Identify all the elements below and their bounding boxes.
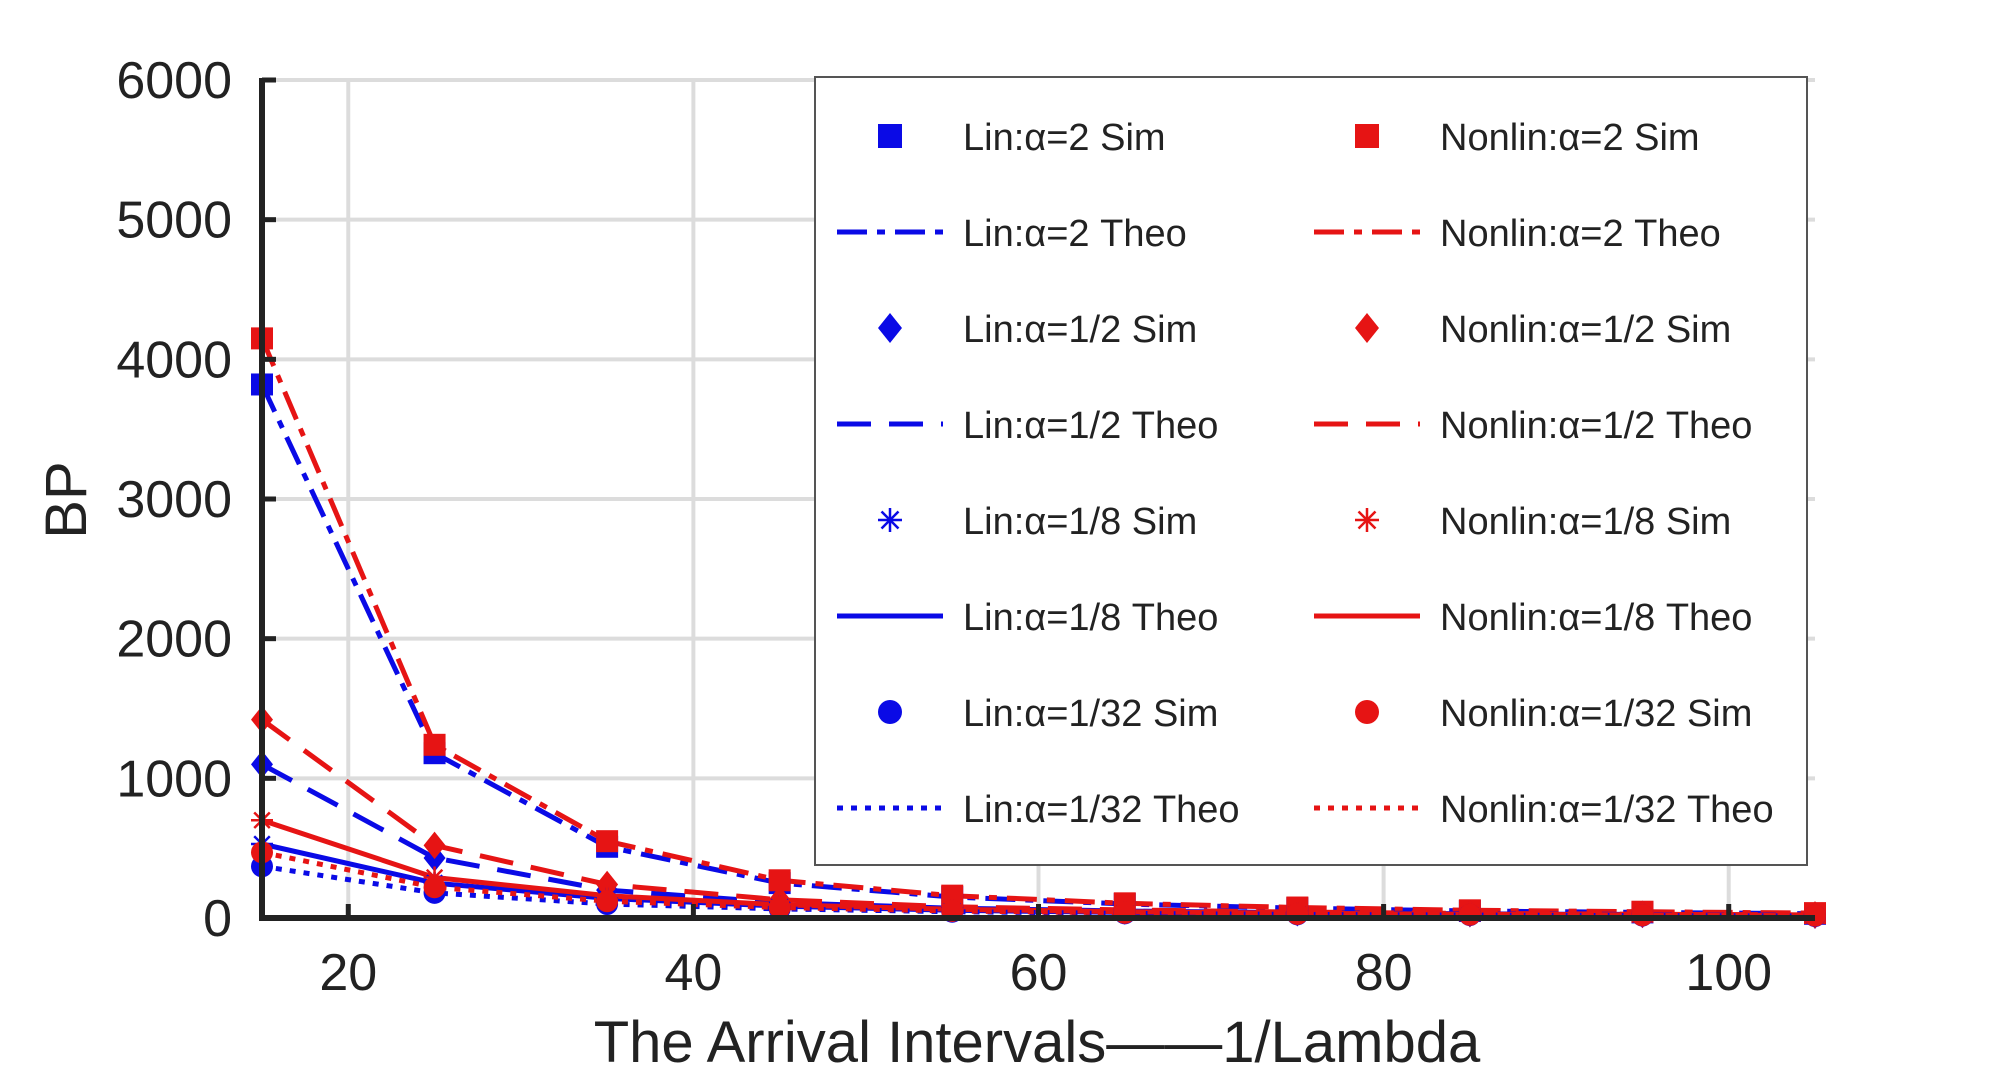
legend-label: Nonlin:α=1/32 Sim bbox=[1440, 693, 1752, 735]
legend-symbol bbox=[878, 700, 902, 724]
y-tick-label: 3000 bbox=[116, 471, 232, 529]
data-point bbox=[1286, 902, 1309, 925]
legend-label: Lin:α=1/2 Theo bbox=[963, 405, 1218, 447]
x-tick-label: 100 bbox=[1685, 944, 1772, 1002]
legend-symbol bbox=[1355, 313, 1379, 343]
y-tick-label: 5000 bbox=[116, 192, 232, 250]
y-tick-label: 6000 bbox=[116, 52, 232, 110]
y-tick-label: 1000 bbox=[116, 750, 232, 808]
data-point bbox=[768, 896, 791, 919]
legend-label: Nonlin:α=2 Theo bbox=[1440, 213, 1721, 255]
y-axis-label: BP bbox=[34, 461, 99, 538]
legend-label: Nonlin:α=1/2 Theo bbox=[1440, 405, 1752, 447]
y-tick-label: 4000 bbox=[116, 331, 232, 389]
legend-label: Lin:α=1/8 Theo bbox=[963, 597, 1218, 639]
data-point bbox=[768, 869, 791, 892]
legend-symbol bbox=[878, 313, 902, 343]
x-tick-label: 40 bbox=[664, 944, 722, 1002]
legend-label: Lin:α=1/8 Sim bbox=[963, 501, 1197, 543]
tick-labels: 0 1000 2000 3000 4000 5000 6000 20 40 60 80 100 bbox=[116, 52, 1772, 1002]
legend-label: Nonlin:α=1/2 Sim bbox=[1440, 309, 1731, 351]
x-tick-label: 20 bbox=[319, 944, 377, 1002]
legend-symbol bbox=[878, 124, 902, 148]
legend-label: Lin:α=2 Theo bbox=[963, 213, 1187, 255]
x-tick-label: 80 bbox=[1355, 944, 1413, 1002]
legend-symbol bbox=[1355, 700, 1379, 724]
legend-symbol bbox=[1355, 508, 1379, 532]
legend-label: Lin:α=1/32 Theo bbox=[963, 789, 1240, 831]
legend-label: Lin:α=1/2 Sim bbox=[963, 309, 1197, 351]
data-point bbox=[423, 831, 446, 860]
data-point bbox=[423, 876, 446, 899]
legend-label: Nonlin:α=2 Sim bbox=[1440, 117, 1700, 159]
data-point bbox=[423, 733, 446, 756]
legend-label: Nonlin:α=1/32 Theo bbox=[1440, 789, 1774, 831]
legend: Lin:α=2 Sim Nonlin:α=2 Sim Lin:α=2 Theo Non… bbox=[814, 76, 1808, 866]
legend-label: Nonlin:α=1/8 Theo bbox=[1440, 597, 1752, 639]
series-line bbox=[259, 383, 1816, 917]
legend-label: Lin:α=1/32 Sim bbox=[963, 693, 1218, 735]
series-line bbox=[259, 337, 1816, 916]
y-tick-label: 2000 bbox=[116, 611, 232, 669]
y-tick-label: 0 bbox=[203, 890, 232, 948]
axes bbox=[259, 77, 1815, 921]
legend-label: Lin:α=2 Sim bbox=[963, 117, 1166, 159]
data-point bbox=[1458, 903, 1481, 926]
legend-symbol bbox=[1355, 124, 1379, 148]
x-tick-label: 60 bbox=[1010, 944, 1068, 1002]
data-point bbox=[596, 890, 619, 913]
x-axis-label: The Arrival Intervals——1/Lambda bbox=[594, 1010, 1481, 1065]
legend-label: Nonlin:α=1/8 Sim bbox=[1440, 501, 1731, 543]
data-point bbox=[596, 830, 619, 853]
legend-symbol bbox=[878, 508, 902, 532]
legend-box bbox=[814, 76, 1808, 866]
